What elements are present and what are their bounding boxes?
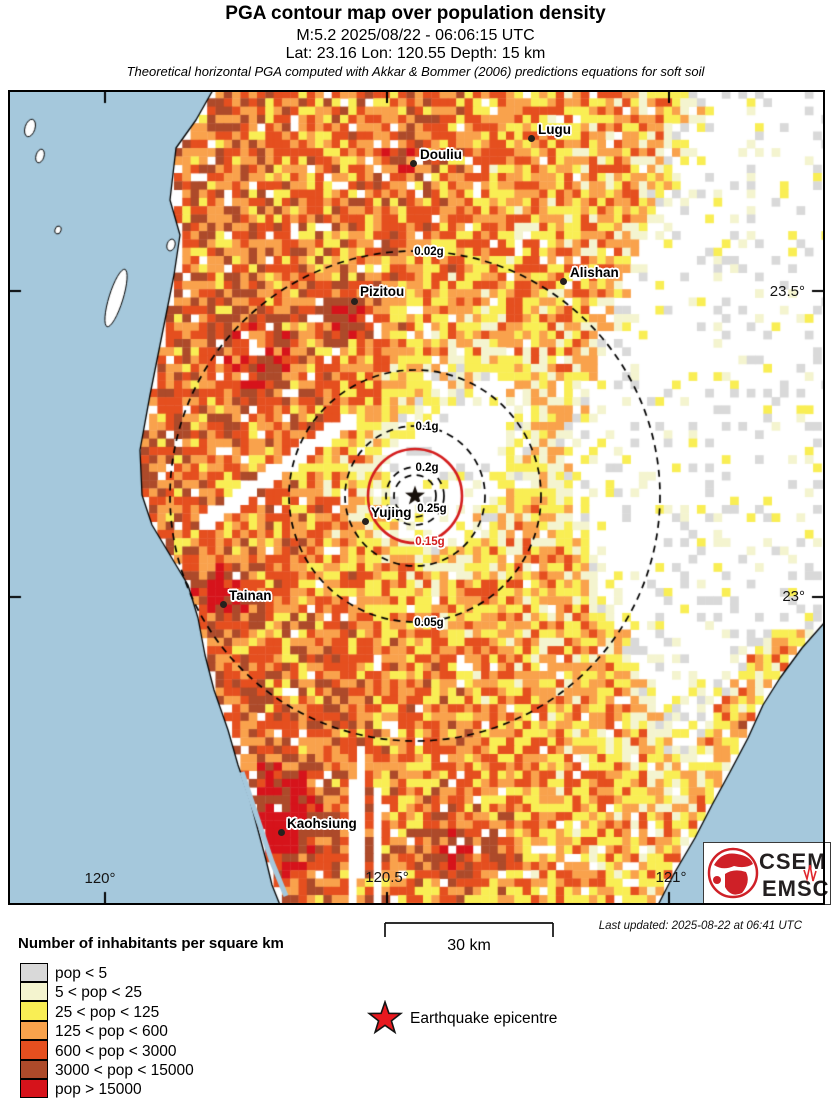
map-canvas <box>8 90 825 905</box>
city-dot-tainan <box>219 600 227 608</box>
logo-europe-shape <box>714 853 753 869</box>
legend-label-0: pop < 5 <box>55 965 108 982</box>
contour-label-0.25g: 0.25g <box>417 503 447 515</box>
logo-text-csem: CSEM <box>759 849 827 874</box>
city-label-pizitou: Pizitou <box>360 284 405 299</box>
method-note: Theoretical horizontal PGA computed with… <box>126 64 705 79</box>
city-dot-pizitou <box>350 297 358 305</box>
logo-blob <box>713 876 721 884</box>
event-coordinates: Lat: 23.16 Lon: 120.55 Depth: 15 km <box>285 45 546 62</box>
legend-label-6: pop > 15000 <box>55 1081 142 1099</box>
legend-swatch-5 <box>20 1059 48 1080</box>
logo-africa-shape <box>725 870 748 895</box>
scale-bar-label: 30 km <box>447 937 491 954</box>
legend-title: Number of inhabitants per square km <box>18 935 284 952</box>
contour-label-0.05g: 0.05g <box>414 617 444 629</box>
csem-emsc-logo: CSEM EMSC <box>703 842 831 905</box>
city-label-kaohsiung: Kaohsiung <box>287 816 357 831</box>
legend-label-3: 125 < pop < 600 <box>55 1023 168 1041</box>
city-dot-kaohsiung <box>277 828 285 836</box>
city-label-lugu: Lugu <box>538 122 571 137</box>
logo-seismogram-icon <box>803 864 817 883</box>
contour-label-0.15g: 0.15g <box>415 536 445 548</box>
city-dot-lugu <box>527 134 535 142</box>
legend-swatch-6 <box>20 1079 48 1099</box>
contour-label-0.2g: 0.2g <box>415 462 439 474</box>
axis-label-120deg: 120° <box>84 870 116 887</box>
legend-swatch-4 <box>20 1040 48 1060</box>
legend-label-4: 600 < pop < 3000 <box>55 1042 177 1060</box>
legend-swatch-3 <box>20 1020 48 1041</box>
page-title: PGA contour map over population density <box>225 3 606 24</box>
axis-label-121deg: 121° <box>655 869 687 886</box>
city-label-alishan: Alishan <box>570 265 619 280</box>
logo-text-emsc: EMSC <box>762 876 830 901</box>
city-dot-alishan <box>559 277 567 285</box>
map-area: Douliu Lugu Alishan Pizitou Yujing Tainan Kaoh… <box>8 90 831 905</box>
scale-bar <box>384 922 554 937</box>
contour-label-0.02g: 0.02g <box>414 246 444 258</box>
epicentre-legend-label: Earthquake epicentre <box>410 1010 558 1027</box>
contour-label-0.1g: 0.1g <box>415 421 439 433</box>
axis-label-23_5deg: 23.5° <box>769 283 805 300</box>
legend-swatch-1 <box>20 982 48 1002</box>
epicentre-star-icon <box>366 1000 404 1035</box>
event-magnitude-time: M:5.2 2025/08/22 - 06:06:15 UTC <box>296 27 535 44</box>
city-label-tainan: Tainan <box>229 588 272 603</box>
city-dot-douliu <box>409 159 417 167</box>
city-dot-yujing <box>361 517 369 525</box>
legend-swatch-2 <box>20 1001 48 1021</box>
city-label-douliu: Douliu <box>420 147 462 162</box>
map-overlay: Douliu Lugu Alishan Pizitou Yujing Tainan Kaoh… <box>8 90 825 905</box>
city-label-yujing: Yujing <box>371 505 412 520</box>
last-updated-text: Last updated: 2025-08-22 at 06:41 UTC <box>598 920 802 932</box>
legend-label-2: 25 < pop < 125 <box>55 1003 160 1021</box>
axis-label-120_5deg: 120.5° <box>365 869 409 886</box>
legend-label-1: 5 < pop < 25 <box>55 984 143 1002</box>
axis-label-23deg: 23° <box>782 588 805 605</box>
legend-label-5: 3000 < pop < 15000 <box>55 1061 194 1079</box>
legend-swatch-0 <box>20 962 48 983</box>
